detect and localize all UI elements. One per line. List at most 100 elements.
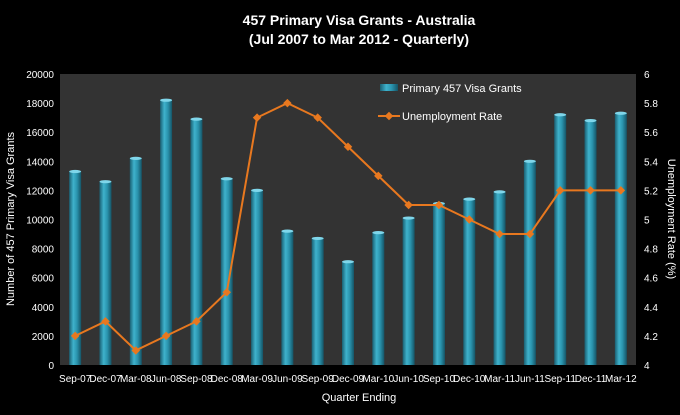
y-left-tick-label: 20000 xyxy=(26,70,54,81)
y-left-tick-label: 18000 xyxy=(26,99,54,110)
bar xyxy=(129,158,142,365)
line-point xyxy=(131,346,141,355)
bar xyxy=(614,113,627,365)
legend-marker-line xyxy=(384,111,394,121)
chart-subtitle: (Jul 2007 to Mar 2012 - Quarterly) xyxy=(249,31,469,47)
bar-top xyxy=(99,180,112,184)
bar xyxy=(432,203,445,365)
bar-top xyxy=(69,169,82,174)
line-point xyxy=(101,317,110,326)
x-tick-label: Mar-09 xyxy=(241,374,273,385)
line-point xyxy=(465,215,474,224)
bar xyxy=(220,178,233,365)
y-axis-right-label: Unemployment Rate (%) xyxy=(665,159,677,279)
x-tick-label: Jun-11 xyxy=(515,374,545,385)
x-tick-label: Sep-09 xyxy=(302,374,335,385)
bar-top xyxy=(281,229,294,233)
bar-top xyxy=(251,188,264,192)
x-tick-label: Sep-11 xyxy=(544,374,576,385)
bar xyxy=(69,171,82,365)
bar xyxy=(523,161,536,365)
bar-top xyxy=(220,177,233,181)
x-tick-label: Mar-10 xyxy=(362,374,394,385)
y-left-tick-label: 2000 xyxy=(32,332,55,343)
y-left-tick-label: 12000 xyxy=(26,186,54,197)
bar-top xyxy=(372,230,385,235)
line-point xyxy=(313,113,322,122)
y-right-tick-label: 5.6 xyxy=(644,128,658,139)
y-right-tick-label: 4.6 xyxy=(644,274,658,285)
x-tick-label: Dec-11 xyxy=(575,374,607,385)
bar xyxy=(402,218,415,365)
bar-top xyxy=(614,111,627,115)
y-left-tick-label: 8000 xyxy=(32,245,55,256)
bar-series xyxy=(69,98,627,366)
legend-label-line: Unemployment Rate xyxy=(402,111,502,123)
chart-title: 457 Primary Visa Grants - Australia xyxy=(243,12,476,28)
y-right-tick-label: 5.2 xyxy=(644,186,658,197)
x-tick-label: Sep-08 xyxy=(180,374,213,385)
x-tick-label: Jun-09 xyxy=(272,374,303,385)
bar-top xyxy=(554,113,567,117)
line-point xyxy=(374,171,383,181)
y-left-tick-label: 14000 xyxy=(26,157,54,168)
x-tick-label: Dec-07 xyxy=(89,374,122,385)
bar xyxy=(99,181,112,365)
line-point xyxy=(283,98,292,108)
bar xyxy=(281,231,294,365)
x-tick-label: Mar-11 xyxy=(484,374,515,385)
bar-top xyxy=(523,159,536,163)
line-point xyxy=(70,331,80,341)
bar xyxy=(311,238,324,365)
bar-top xyxy=(402,216,415,220)
y-right-tick-label: 5 xyxy=(644,216,650,227)
y-right-tick-label: 4.2 xyxy=(644,332,658,343)
y-left-tick-label: 16000 xyxy=(26,128,54,139)
bar xyxy=(160,100,173,365)
bar-top xyxy=(160,98,173,102)
x-tick-label: Jun-10 xyxy=(393,374,424,385)
y-left-tick-label: 10000 xyxy=(26,216,54,227)
bar-top xyxy=(342,260,354,264)
y-right-tick-label: 5.4 xyxy=(644,157,658,168)
line-point xyxy=(434,200,444,210)
bar xyxy=(493,191,506,365)
bar xyxy=(190,119,203,365)
y-right-tick-label: 4.8 xyxy=(644,245,658,256)
line-point xyxy=(222,288,231,297)
x-tick-label: Dec-10 xyxy=(453,374,486,385)
x-tick-label: Dec-08 xyxy=(211,374,244,385)
x-tick-label: Dec-09 xyxy=(332,374,365,385)
bar xyxy=(372,232,385,365)
y-left-tick-label: 0 xyxy=(48,361,54,372)
line-point xyxy=(404,200,413,210)
bar-top xyxy=(190,117,203,121)
line-series xyxy=(70,98,626,355)
line-point xyxy=(192,317,201,326)
bar-top xyxy=(584,118,597,123)
x-tick-label: Sep-10 xyxy=(423,374,456,385)
legend-swatch-bars xyxy=(380,84,398,91)
bar xyxy=(251,190,264,365)
line-point xyxy=(343,142,353,151)
x-tick-label: Mar-12 xyxy=(605,374,637,385)
line-point xyxy=(252,113,262,122)
bar-top xyxy=(129,156,142,160)
x-tick-label: Jun-08 xyxy=(151,374,182,385)
bar-top xyxy=(463,197,476,201)
line-point xyxy=(161,331,171,341)
y-left-tick-label: 4000 xyxy=(32,303,55,314)
y-left-tick-label: 6000 xyxy=(32,274,55,285)
right-axis: 4 4.2 4.4 4.6 4.8 5 5.2 5.4 5.6 5.8 6 xyxy=(644,70,658,372)
y-right-tick-label: 4 xyxy=(644,361,650,372)
line-point xyxy=(495,229,504,239)
bar-top xyxy=(493,190,506,194)
y-right-tick-label: 5.8 xyxy=(644,99,658,110)
legend: Primary 457 Visa Grants Unemployment Rat… xyxy=(378,83,522,123)
x-tick-label: Sep-07 xyxy=(59,374,92,385)
bar xyxy=(342,261,354,365)
bar xyxy=(584,120,597,365)
x-axis-label: Quarter Ending xyxy=(322,392,397,404)
